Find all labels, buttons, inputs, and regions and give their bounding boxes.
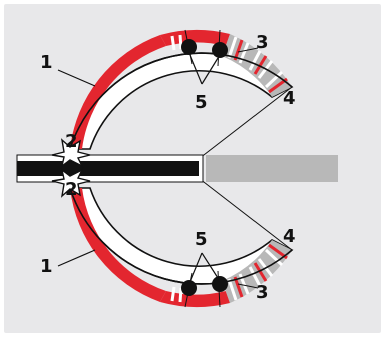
bottom-arc-outline [69,187,293,285]
bottom-arc-red-band-lower [160,291,230,308]
top-arc-stripes [170,34,284,89]
bottom-arc-red-band [70,188,166,302]
label-bottom-2: 2 [65,179,78,200]
leader-top-1 [57,69,96,87]
leader-top-3 [237,47,259,53]
label-bottom-3: 3 [256,282,269,303]
label-top-5: 5 [195,92,208,113]
top-arc-red-band-upper [160,29,230,46]
label-bottom-1: 1 [40,256,53,277]
bottom-arc-group [68,187,294,308]
label-bottom-5: 5 [195,229,208,250]
bottom-marker-dot-2 [212,276,228,292]
label-bottom-4: 4 [283,226,296,247]
top-marker-dot-1 [181,39,197,55]
bar-grey-extension [206,155,338,182]
label-top-4: 4 [283,88,296,109]
bottom-marker-dot-1 [181,280,197,296]
top-spark-icon [51,138,91,168]
label-top-2: 2 [65,131,78,152]
bar-black-core [17,161,199,176]
top-arc-outline [69,52,293,150]
bottom-converge-line [199,178,293,251]
label-top-3: 3 [256,32,269,53]
top-arc-red-band [70,35,166,149]
leader-bottom-3 [237,283,259,289]
top-marker-dot-2 [212,42,228,58]
bottom-markers [181,252,228,308]
top-arc-group [68,29,294,150]
label-top-1: 1 [40,52,53,73]
leader-bottom-1 [57,249,96,267]
top-markers [181,29,228,85]
top-converge-line [199,86,293,159]
bottom-spark-icon [51,168,91,198]
